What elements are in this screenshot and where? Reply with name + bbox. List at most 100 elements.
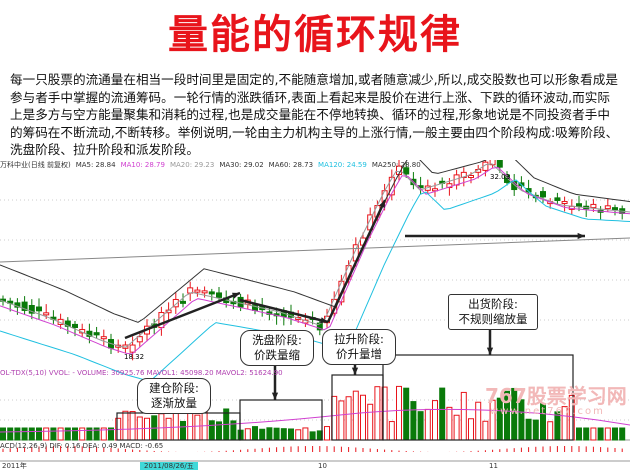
candle-body (93, 332, 100, 336)
volume-bar (295, 429, 302, 441)
trend-arrow-distribute-head (577, 232, 585, 240)
candle-body (21, 301, 28, 311)
callout-line: 逐渐放量 (151, 396, 197, 410)
callout-pointer-head (486, 347, 494, 355)
volume-bar (108, 427, 114, 441)
candle-body (554, 197, 561, 201)
volume-bar (475, 401, 482, 441)
callout-line: 洗盘阶段: (252, 333, 302, 347)
candle-body (525, 188, 532, 193)
volume-bar (302, 427, 309, 441)
candle-body (511, 181, 518, 191)
candle-body (36, 306, 42, 312)
high-price-label: 32.03 (490, 173, 511, 181)
volume-bar (388, 421, 395, 441)
volume-bar (324, 426, 330, 441)
candle-body (172, 298, 179, 308)
candle-body (403, 167, 410, 175)
ma-value: MA60: 28.73 (268, 161, 314, 169)
volume-bar (352, 390, 359, 441)
volume-bar (158, 413, 165, 441)
callout-line: 不规则缩放量 (458, 312, 528, 326)
volume-bar (374, 386, 381, 441)
volume-bar (259, 428, 266, 441)
volume-bar (482, 420, 489, 441)
volume-bar (14, 427, 21, 441)
ma-value: MA10: 28.79 (120, 161, 165, 169)
ma-list: MA5: 28.84 MA10: 28.79 MA20: 29.23 MA30: 29… (76, 161, 426, 169)
candle-body (576, 203, 582, 208)
candle-body (136, 336, 143, 343)
volume-bar (72, 427, 78, 441)
candle-body (194, 289, 201, 293)
volume-bar (345, 396, 352, 441)
volume-bar (597, 427, 604, 441)
date-label: 10 (318, 462, 327, 470)
callout-wash: 洗盘阶段: 价跌量缩 (240, 330, 314, 366)
candle-body (129, 344, 136, 353)
volume-bar (360, 394, 366, 441)
volume-phase-box (382, 354, 574, 441)
volume-bar (576, 427, 582, 441)
volume-bar (410, 401, 417, 441)
candle-body (158, 312, 165, 329)
volume-bar (129, 411, 136, 441)
trend-arrow-accumulate-head (232, 292, 240, 299)
candle-body (496, 160, 503, 168)
callout-line: 拉升阶段: (334, 332, 384, 346)
volume-bar (396, 385, 402, 441)
candle-body (388, 176, 395, 196)
volume-bar (403, 387, 410, 441)
volume-label: OL-TDX(5,10) VVOL: - VOLUME: 30925.76 MA… (0, 369, 283, 377)
volume-bar (100, 427, 107, 441)
volume-bar (36, 427, 42, 441)
volume-bar (453, 414, 460, 441)
callout-distribute: 出货阶段: 不规则缩放量 (448, 294, 538, 330)
volume-bar (590, 427, 597, 441)
volume-bar (93, 427, 100, 441)
candle-body (468, 174, 474, 178)
ma-value: MA5: 28.84 (75, 161, 116, 169)
volume-bar (547, 421, 554, 441)
candle-body (216, 292, 222, 298)
candle-body (612, 207, 618, 211)
volume-bar (180, 420, 186, 441)
candle-body (28, 305, 35, 314)
candle-body (180, 300, 186, 304)
volume-bar (273, 427, 280, 441)
candle-body (316, 322, 323, 331)
volume-bar (460, 391, 467, 441)
ma-line (0, 179, 630, 382)
callout-accumulate: 建仓阶段: 逐渐放量 (137, 378, 211, 414)
volume-bar (244, 428, 251, 441)
volume-bar (64, 427, 71, 441)
ma-value: MA20: 29.23 (169, 161, 215, 169)
date-label: 11 (489, 462, 498, 470)
volume-bar (28, 427, 35, 441)
trend-arrow-accumulate (124, 291, 241, 340)
volume-bar (583, 427, 590, 441)
page-title: 量能的循环规律 (168, 12, 462, 58)
volume-bar (439, 387, 446, 441)
volume-bar (338, 400, 345, 441)
volume-bar (7, 427, 14, 441)
callout-line: 建仓阶段: (149, 381, 199, 395)
trend-arrow-wash-head (320, 317, 328, 324)
candle-body (604, 205, 611, 210)
volume-bar (122, 410, 129, 441)
volume-bar (604, 427, 611, 441)
volume-bar (172, 412, 179, 441)
intro-paragraph: 每一只股票的流通量在相当一段时间里是固定的,不能随意增加,或者随意减少,所以,成… (10, 72, 619, 158)
callout-line: 出货阶段: (468, 297, 518, 311)
volume-bar (532, 419, 539, 441)
callout-line: 价升量增 (336, 347, 382, 361)
ma-line (0, 160, 630, 323)
volume-bar (144, 417, 150, 441)
candle-body (590, 203, 597, 209)
volume-bar (468, 418, 474, 441)
callout-pointer-head (271, 392, 279, 400)
ma-value: MA250: 28.80 (371, 161, 421, 169)
candle-body (432, 188, 438, 192)
volume-phase-box (239, 399, 323, 441)
ma-header: 万科中业(日线 前复权) MA5: 28.84 MA10: 28.79 MA20: 2… (0, 161, 431, 169)
